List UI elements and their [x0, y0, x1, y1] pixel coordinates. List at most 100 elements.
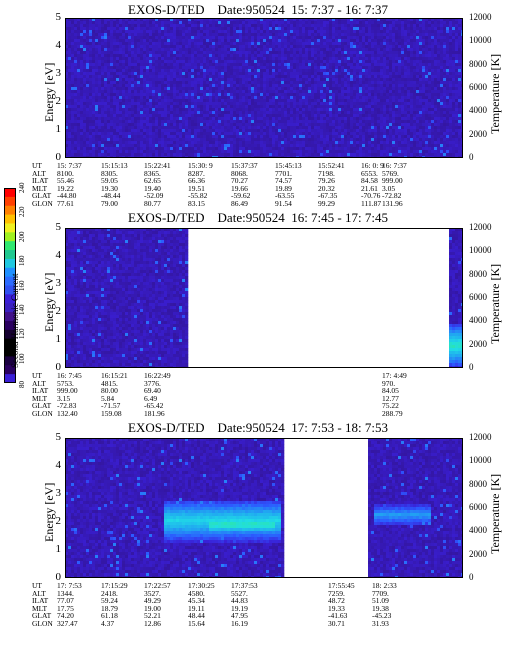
- heatmap-cell: [137, 147, 141, 151]
- heatmap-cell: [179, 117, 183, 121]
- heatmap-cell: [101, 150, 105, 154]
- heatmap-cell: [83, 114, 87, 118]
- heatmap-cell: [326, 99, 330, 103]
- heatmap-cell: [173, 111, 177, 115]
- heatmap-cell: [227, 129, 231, 133]
- heatmap-cell: [143, 75, 147, 79]
- heatmap-cell: [137, 99, 141, 103]
- heatmap-cell: [194, 66, 198, 70]
- colorbar-tick-label: 200: [18, 231, 26, 242]
- heatmap-cell: [296, 36, 300, 40]
- heatmap-cell: [278, 45, 282, 49]
- heatmap-cell: [131, 126, 135, 130]
- heatmap-cell: [326, 63, 330, 67]
- heatmap-cell: [155, 78, 159, 82]
- heatmap-cell: [278, 123, 282, 127]
- heatmap-cell: [92, 27, 96, 31]
- heatmap-cell: [359, 117, 363, 121]
- heatmap-cell: [350, 147, 354, 151]
- heatmap-cell: [239, 84, 243, 88]
- heatmap-cell: [374, 27, 378, 31]
- heatmap-cell: [83, 18, 87, 22]
- heatmap-cell: [299, 24, 303, 28]
- heatmap-cell: [152, 135, 156, 139]
- heatmap-cell: [296, 21, 300, 25]
- heatmap-cell: [158, 63, 162, 67]
- heatmap-cell: [98, 81, 102, 85]
- heatmap-cell: [113, 69, 117, 73]
- heatmap-cell: [377, 147, 381, 151]
- heatmap-cell: [104, 99, 108, 103]
- heatmap-cell: [71, 39, 75, 43]
- heatmap-cell: [311, 126, 315, 130]
- heatmap-cell: [119, 141, 123, 145]
- heatmap-cell: [233, 63, 237, 67]
- heatmap-cell: [341, 42, 345, 46]
- heatmap-cell: [368, 90, 372, 94]
- heatmap-cell: [125, 45, 129, 49]
- heatmap-cell: [239, 66, 243, 70]
- heatmap-cell: [107, 33, 111, 37]
- heatmap-cell: [371, 27, 375, 31]
- colorbar-segment: [4, 285, 16, 295]
- heatmap-cell: [299, 36, 303, 40]
- heatmap-cell: [266, 90, 270, 94]
- heatmap-cell: [71, 69, 75, 73]
- heatmap-cell: [284, 54, 288, 58]
- heatmap-cell: [188, 153, 192, 157]
- heatmap-cell: [197, 48, 201, 52]
- heatmap-cell: [251, 102, 255, 106]
- heatmap-cell: [329, 96, 333, 100]
- heatmap-cell: [224, 108, 228, 112]
- heatmap-cell: [89, 78, 93, 82]
- heatmap-cell: [230, 84, 234, 88]
- heatmap-cell: [323, 150, 327, 154]
- heatmap-cell: [326, 39, 330, 43]
- heatmap-cell: [155, 120, 159, 124]
- heatmap-cell: [332, 126, 336, 130]
- heatmap-cell: [308, 30, 312, 34]
- heatmap-cell: [293, 30, 297, 34]
- heatmap-cell: [356, 42, 360, 46]
- heatmap-cell: [134, 33, 138, 37]
- heatmap-cell: [176, 21, 180, 25]
- heatmap-cell: [212, 111, 216, 115]
- heatmap-cell: [113, 48, 117, 52]
- heatmap-cell: [149, 153, 153, 157]
- heatmap-cell: [305, 96, 309, 100]
- heatmap-cell: [77, 111, 81, 115]
- heatmap-cell: [215, 57, 219, 61]
- heatmap-cell: [101, 123, 105, 127]
- heatmap-cell: [236, 117, 240, 121]
- heatmap-cell: [221, 93, 225, 97]
- heatmap-cell: [221, 105, 225, 109]
- heatmap-cell: [263, 111, 267, 115]
- heatmap-cell: [95, 108, 99, 112]
- heatmap-cell: [224, 75, 228, 79]
- heatmap-cell: [164, 66, 168, 70]
- heatmap-cell: [218, 123, 222, 127]
- heatmap-cell: [284, 99, 288, 103]
- heatmap-cell: [338, 108, 342, 112]
- heatmap-cell: [113, 87, 117, 91]
- heatmap-cell: [242, 24, 246, 28]
- heatmap-cell: [104, 123, 108, 127]
- heatmap-cell: [248, 75, 252, 79]
- heatmap-cell: [143, 84, 147, 88]
- heatmap-cell: [359, 84, 363, 88]
- heatmap-cell: [335, 138, 339, 142]
- heatmap-cell: [77, 21, 81, 25]
- heatmap-cell: [179, 129, 183, 133]
- heatmap-cell: [152, 123, 156, 127]
- heatmap-cell: [173, 135, 177, 139]
- heatmap-cell: [344, 69, 348, 73]
- heatmap-cell: [263, 18, 267, 22]
- heatmap-cell: [353, 72, 357, 76]
- heatmap-cell: [122, 123, 126, 127]
- heatmap-cell: [347, 147, 351, 151]
- heatmap-cell: [212, 144, 216, 148]
- heatmap-cell: [221, 18, 225, 22]
- heatmap-cell: [299, 144, 303, 148]
- heatmap-cell: [368, 39, 372, 43]
- heatmap-cell: [74, 78, 78, 82]
